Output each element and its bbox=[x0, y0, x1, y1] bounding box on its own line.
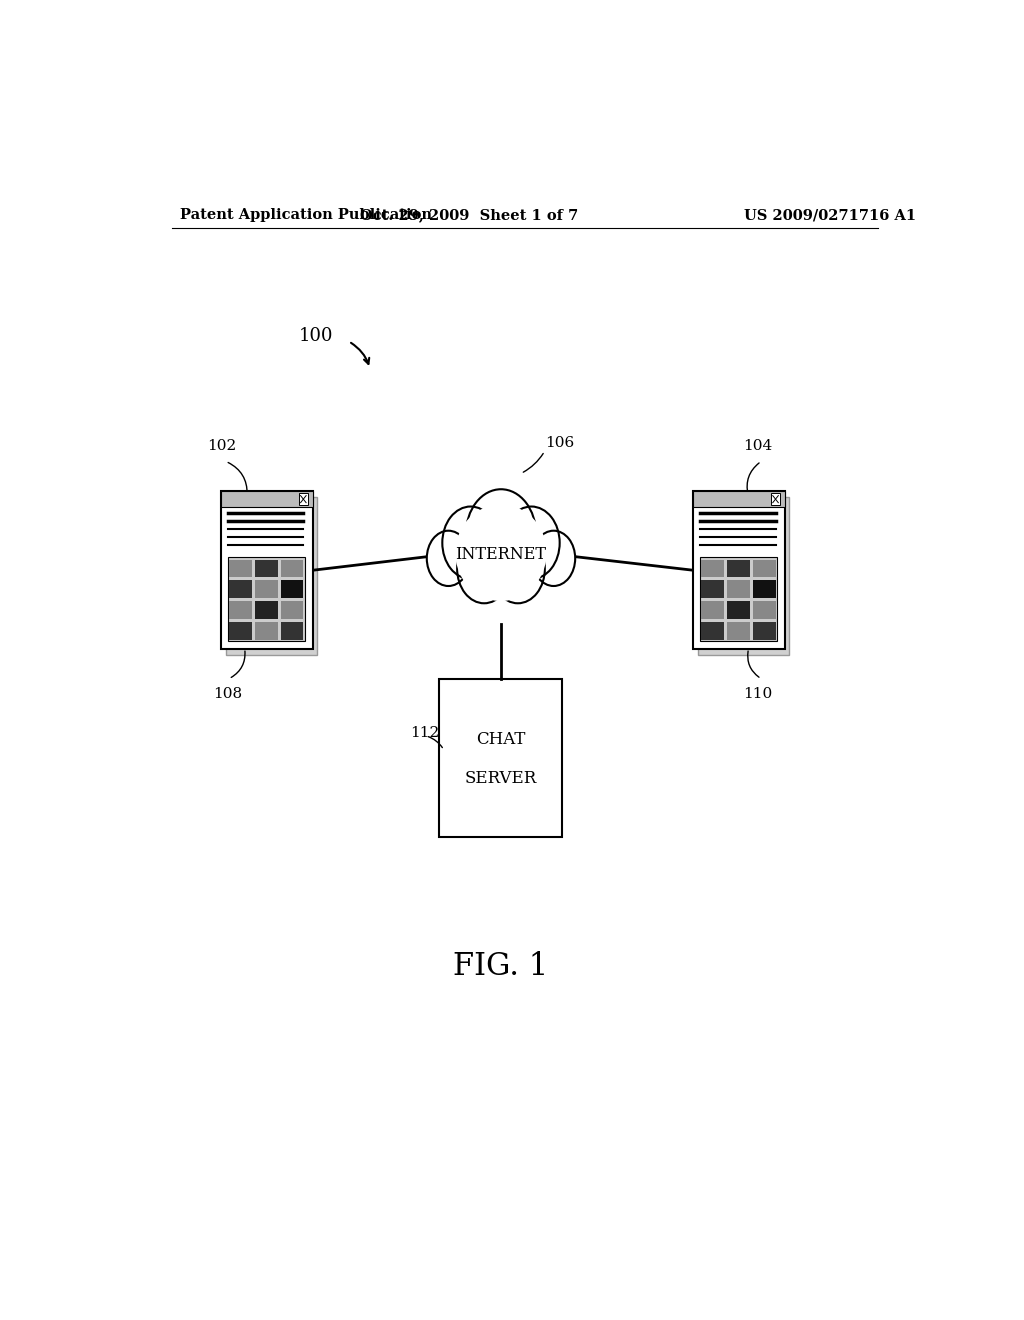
Circle shape bbox=[490, 535, 545, 603]
Bar bbox=[753, 622, 775, 640]
Ellipse shape bbox=[456, 504, 547, 601]
Bar bbox=[701, 622, 724, 640]
Circle shape bbox=[457, 535, 511, 603]
Bar bbox=[753, 602, 775, 619]
Text: 102: 102 bbox=[207, 440, 237, 453]
Bar bbox=[299, 494, 308, 506]
Bar bbox=[227, 557, 305, 642]
Text: INTERNET: INTERNET bbox=[456, 546, 547, 564]
Bar bbox=[693, 491, 784, 507]
Bar bbox=[701, 602, 724, 619]
Bar bbox=[229, 581, 252, 598]
Text: 100: 100 bbox=[299, 327, 333, 346]
Bar bbox=[727, 622, 750, 640]
Text: 106: 106 bbox=[545, 436, 573, 450]
Bar bbox=[255, 560, 278, 577]
Text: 104: 104 bbox=[743, 440, 772, 453]
Text: 112: 112 bbox=[410, 726, 439, 739]
Bar bbox=[281, 560, 303, 577]
Bar bbox=[281, 602, 303, 619]
Bar bbox=[753, 560, 775, 577]
Bar bbox=[229, 622, 252, 640]
Bar bbox=[727, 602, 750, 619]
Bar bbox=[221, 491, 312, 507]
Bar bbox=[753, 581, 775, 598]
Bar bbox=[727, 560, 750, 577]
Bar bbox=[229, 560, 252, 577]
Bar bbox=[255, 622, 278, 640]
Bar bbox=[701, 581, 724, 598]
Bar bbox=[771, 494, 780, 506]
Bar bbox=[229, 602, 252, 619]
Bar bbox=[727, 581, 750, 598]
Circle shape bbox=[427, 531, 470, 586]
Bar bbox=[701, 560, 724, 577]
Circle shape bbox=[442, 507, 499, 579]
Bar bbox=[281, 622, 303, 640]
Circle shape bbox=[466, 490, 537, 579]
Bar bbox=[221, 491, 312, 649]
Bar bbox=[699, 557, 777, 642]
Bar bbox=[693, 491, 784, 649]
Text: US 2009/0271716 A1: US 2009/0271716 A1 bbox=[744, 209, 916, 222]
Text: Patent Application Publication: Patent Application Publication bbox=[179, 209, 431, 222]
Bar bbox=[698, 498, 790, 655]
Bar bbox=[226, 498, 317, 655]
Text: FIG. 1: FIG. 1 bbox=[454, 950, 549, 982]
Bar bbox=[439, 680, 562, 837]
Text: 108: 108 bbox=[213, 686, 242, 701]
Text: 110: 110 bbox=[743, 686, 772, 701]
Bar bbox=[255, 581, 278, 598]
Bar bbox=[255, 602, 278, 619]
Bar bbox=[281, 581, 303, 598]
Text: Oct. 29, 2009  Sheet 1 of 7: Oct. 29, 2009 Sheet 1 of 7 bbox=[360, 209, 579, 222]
Circle shape bbox=[532, 531, 575, 586]
Text: CHAT: CHAT bbox=[476, 731, 525, 748]
Circle shape bbox=[503, 507, 560, 579]
Text: SERVER: SERVER bbox=[465, 770, 538, 787]
